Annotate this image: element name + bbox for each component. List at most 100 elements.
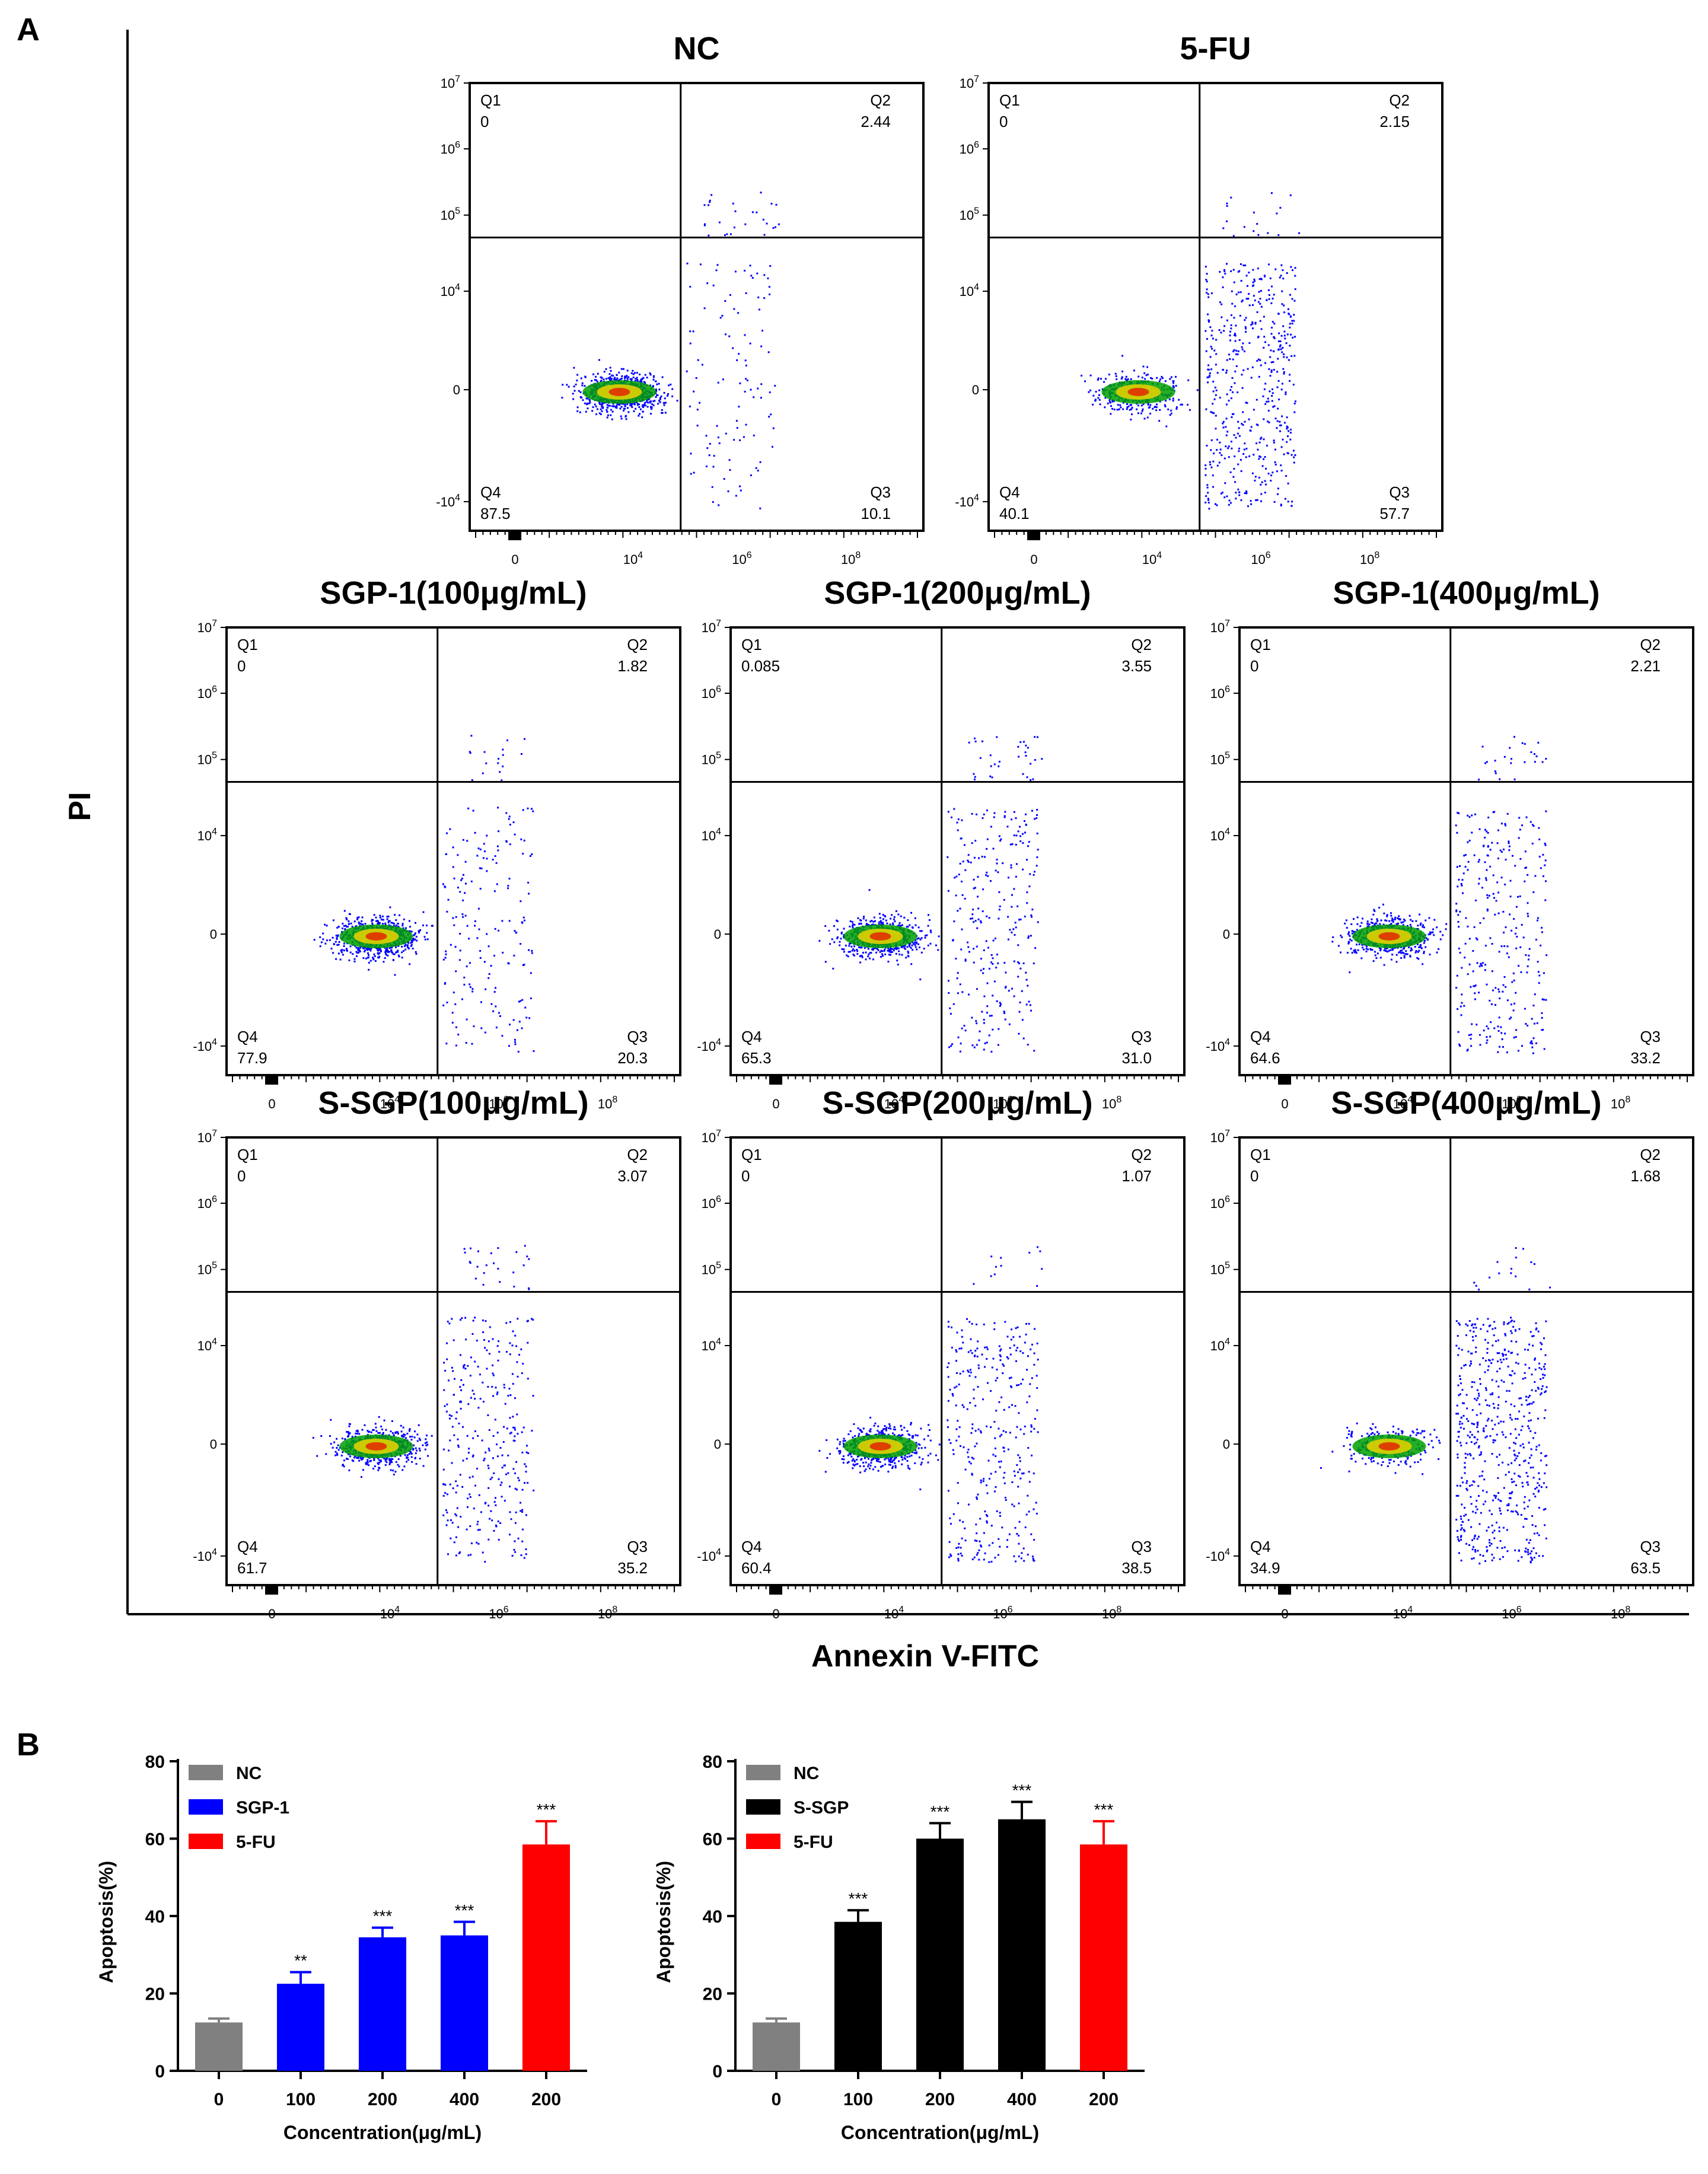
event-dots <box>818 736 1043 1053</box>
x-tick-label: 0 <box>268 1096 275 1111</box>
x-tick-label: 0 <box>268 1606 275 1621</box>
density-hotspot <box>843 924 917 948</box>
error-bar-0 <box>766 2017 787 2023</box>
error-bar-4 <box>1093 1820 1114 1845</box>
legend-item-fu: 5-FU <box>189 1832 276 1852</box>
y-tick-label: 0 <box>210 1437 217 1452</box>
q3-label: Q3 <box>627 1538 648 1555</box>
flow-plot-title: S-SGP(200μg/mL) <box>822 1085 1092 1121</box>
x-tick-label: 104 <box>884 1605 904 1621</box>
y-tick-label: 0 <box>714 1437 721 1452</box>
bar-2 <box>916 1838 964 2071</box>
x-tick-label: 104 <box>380 1605 400 1621</box>
q1-value: 0 <box>1250 657 1258 675</box>
q2-label: Q2 <box>627 1146 648 1163</box>
q1-value: 0 <box>741 1167 750 1185</box>
legend-label: 5-FU <box>236 1832 276 1852</box>
y-tick-label: 104 <box>441 282 460 299</box>
q3-label: Q3 <box>1389 483 1410 501</box>
flow-plot-1: 5-FU Q1 0 Q2 2.15 Q4 40.1 Q3 57.7 107 106 105 104 0 -1… <box>955 31 1443 567</box>
q1-value: 0 <box>999 113 1008 130</box>
bar-x-tick-label: 200 <box>925 2090 955 2109</box>
significance-label: *** <box>1012 1781 1032 1800</box>
q1-label: Q1 <box>1250 1146 1271 1163</box>
bar-3 <box>440 1935 489 2071</box>
x-tick-label: 108 <box>1611 1605 1630 1621</box>
q4-value: 64.6 <box>1250 1049 1280 1067</box>
x-tick-label: 106 <box>489 1095 508 1111</box>
q1-label: Q1 <box>237 1146 258 1163</box>
y-tick-label: 106 <box>1210 1194 1230 1211</box>
density-hotspot <box>339 1434 413 1458</box>
x-tick-label: 104 <box>380 1095 400 1111</box>
q2-value: 1.68 <box>1630 1167 1661 1185</box>
x-tick-label: 0 <box>1030 552 1037 567</box>
density-hotspot <box>843 1434 917 1458</box>
y-tick-label: 106 <box>441 140 460 157</box>
bar-0 <box>752 2022 801 2071</box>
bar-chart-0: 0 20 40 60 80 Apoptosis(%) 0 ** 100 *** 200 *** 400 *… <box>95 1752 587 2143</box>
y-tick-label: 105 <box>441 206 460 223</box>
y-tick-label: 107 <box>441 74 460 91</box>
q4-value: 61.7 <box>237 1559 267 1577</box>
q1-label: Q1 <box>1250 636 1271 654</box>
bar-x-tick-label: 100 <box>286 2090 316 2109</box>
q1-value: 0.085 <box>741 657 780 675</box>
x-tick-label: 0 <box>772 1606 779 1621</box>
bar-4 <box>522 1844 571 2071</box>
y-tick-label: -104 <box>193 1547 217 1564</box>
error-bar-3 <box>1011 1800 1033 1819</box>
q2-label: Q2 <box>1640 1146 1661 1163</box>
q2-value: 1.07 <box>1121 1167 1152 1185</box>
y-tick-label: 107 <box>702 619 721 635</box>
x-tick-label: 0 <box>511 552 518 567</box>
q3-value: 63.5 <box>1630 1559 1661 1577</box>
y-tick-label: 107 <box>1210 619 1230 635</box>
q2-label: Q2 <box>870 91 891 109</box>
q1-value: 0 <box>480 113 489 130</box>
event-dots <box>1320 1247 1551 1565</box>
x-tick-label: 108 <box>598 1605 617 1621</box>
y-tick-label: 105 <box>960 206 979 223</box>
x-tick-label: 106 <box>993 1095 1012 1111</box>
bar-y-axis-title: Apoptosis(%) <box>95 1861 117 1983</box>
q4-value: 65.3 <box>741 1049 772 1067</box>
bar-x-axis-title: Concentration(μg/mL) <box>283 2122 482 2143</box>
legend-label: SGP-1 <box>236 1798 289 1818</box>
error-bar-4 <box>536 1820 557 1845</box>
bar-3 <box>998 1819 1046 2071</box>
error-bar-2 <box>929 1822 951 1839</box>
legend-swatch <box>746 1834 780 1849</box>
y-tick-label: 105 <box>1210 751 1230 767</box>
significance-label: *** <box>1094 1800 1114 1819</box>
x-tick-label: 0 <box>1281 1606 1288 1621</box>
density-hotspot <box>1352 1434 1426 1458</box>
bar-1 <box>834 1921 882 2071</box>
bar-x-tick-label: 200 <box>1089 2090 1119 2109</box>
y-tick-label: 105 <box>197 751 217 767</box>
q4-value: 34.9 <box>1250 1559 1280 1577</box>
bar-y-tick-label: 0 <box>712 2062 722 2081</box>
significance-label: ** <box>294 1952 307 1970</box>
legend-swatch <box>189 1799 223 1815</box>
panel-a-frame <box>126 30 1689 1615</box>
y-tick-label: 105 <box>702 1261 721 1277</box>
y-tick-label: 105 <box>702 751 721 767</box>
flow-plot-4: SGP-1(400μg/mL) Q1 0 Q2 2.21 Q4 64.6 Q3 33.2 107 1… <box>1206 575 1694 1111</box>
x-tick-label: 108 <box>1611 1095 1630 1111</box>
legend-label: NC <box>794 1764 819 1783</box>
x-tick-label: 104 <box>1393 1605 1413 1621</box>
bar-2 <box>358 1937 407 2071</box>
significance-label: *** <box>931 1802 950 1821</box>
event-dots <box>1331 736 1548 1054</box>
bar-1 <box>276 1984 325 2071</box>
y-tick-label: -104 <box>1206 1037 1230 1054</box>
q3-label: Q3 <box>1131 1538 1152 1555</box>
q1-value: 0 <box>237 1167 246 1185</box>
flow-plot-6: S-SGP(200μg/mL) Q1 0 Q2 1.07 Q4 60.4 Q3 38.5 107 1… <box>697 1085 1186 1621</box>
legend-item-sgp1: SGP-1 <box>189 1798 289 1818</box>
flow-y-axis-title: PI <box>63 792 97 821</box>
bar-x-axis-title: Concentration(μg/mL) <box>841 2122 1039 2143</box>
significance-label: *** <box>849 1889 868 1908</box>
y-tick-label: 107 <box>960 74 979 91</box>
